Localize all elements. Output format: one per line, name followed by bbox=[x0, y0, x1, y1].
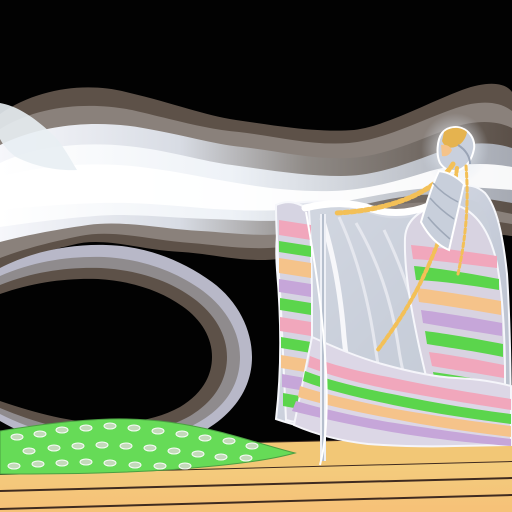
gown-train bbox=[292, 335, 512, 448]
cave-opening-rings bbox=[0, 244, 252, 452]
bodice-detail bbox=[419, 169, 466, 252]
left-sleeve bbox=[274, 201, 313, 423]
head-and-halo bbox=[421, 113, 489, 185]
green-drape bbox=[0, 418, 297, 475]
